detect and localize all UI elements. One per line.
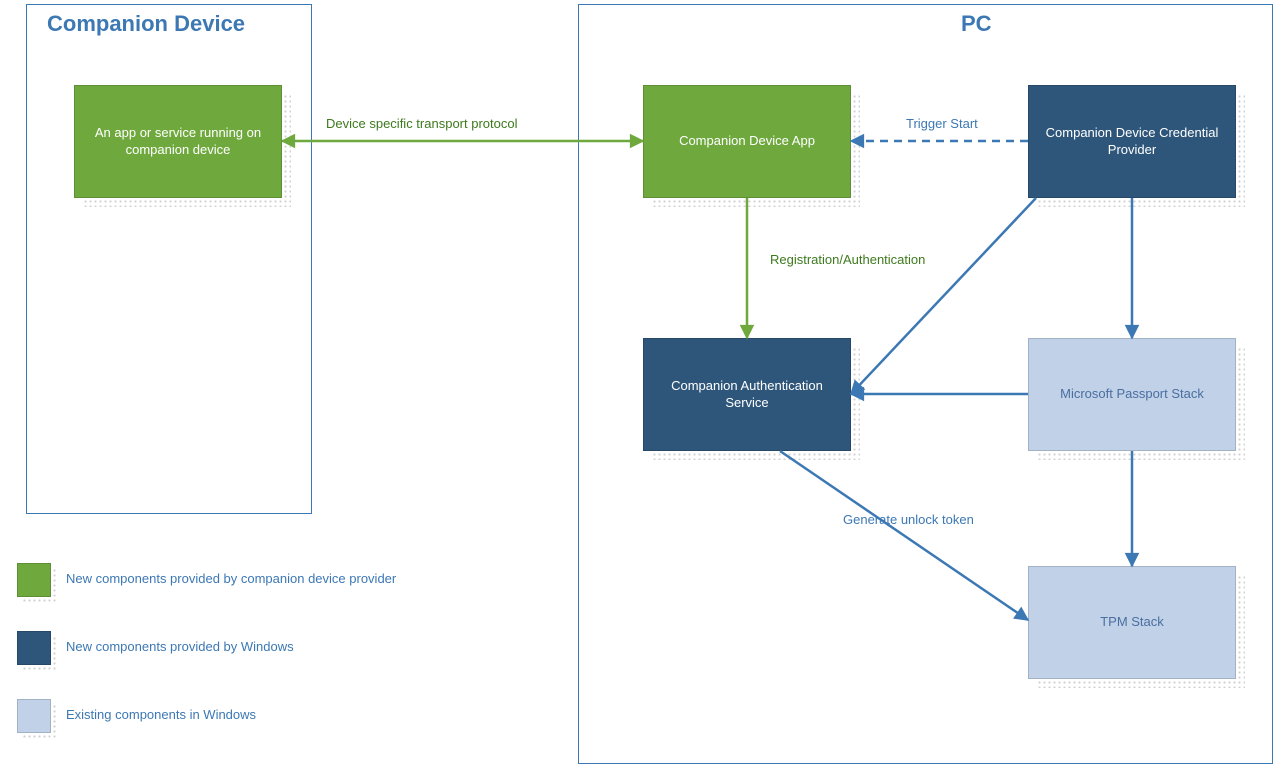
- node-label: TPM Stack: [1100, 614, 1164, 631]
- legend-swatch-lightblue: [17, 699, 51, 733]
- legend-swatch-darkblue: [17, 631, 51, 665]
- container-companion-device: Companion Device: [26, 4, 312, 514]
- edge-label-transport: Device specific transport protocol: [326, 116, 517, 131]
- legend-label: New components provided by Windows: [66, 639, 294, 654]
- node-tpm-stack: TPM Stack: [1028, 566, 1236, 679]
- node-label: An app or service running on companion d…: [81, 125, 275, 159]
- edge-label-unlock: Generate unlock token: [843, 512, 974, 527]
- edge-label-trigger: Trigger Start: [906, 116, 978, 131]
- legend-swatch-green: [17, 563, 51, 597]
- node-label: Companion Authentication Service: [650, 378, 844, 412]
- node-passport-stack: Microsoft Passport Stack: [1028, 338, 1236, 451]
- node-companion-service: An app or service running on companion d…: [74, 85, 282, 198]
- container-title-pc: PC: [961, 11, 992, 37]
- edge-label-registration: Registration/Authentication: [770, 252, 925, 267]
- container-title-companion-device: Companion Device: [47, 11, 245, 37]
- node-auth-service: Companion Authentication Service: [643, 338, 851, 451]
- legend-label: Existing components in Windows: [66, 707, 256, 722]
- node-companion-app: Companion Device App: [643, 85, 851, 198]
- node-label: Companion Device App: [679, 133, 815, 150]
- node-label: Microsoft Passport Stack: [1060, 386, 1204, 403]
- node-credential-provider: Companion Device Credential Provider: [1028, 85, 1236, 198]
- legend-label: New components provided by companion dev…: [66, 571, 396, 586]
- node-label: Companion Device Credential Provider: [1035, 125, 1229, 159]
